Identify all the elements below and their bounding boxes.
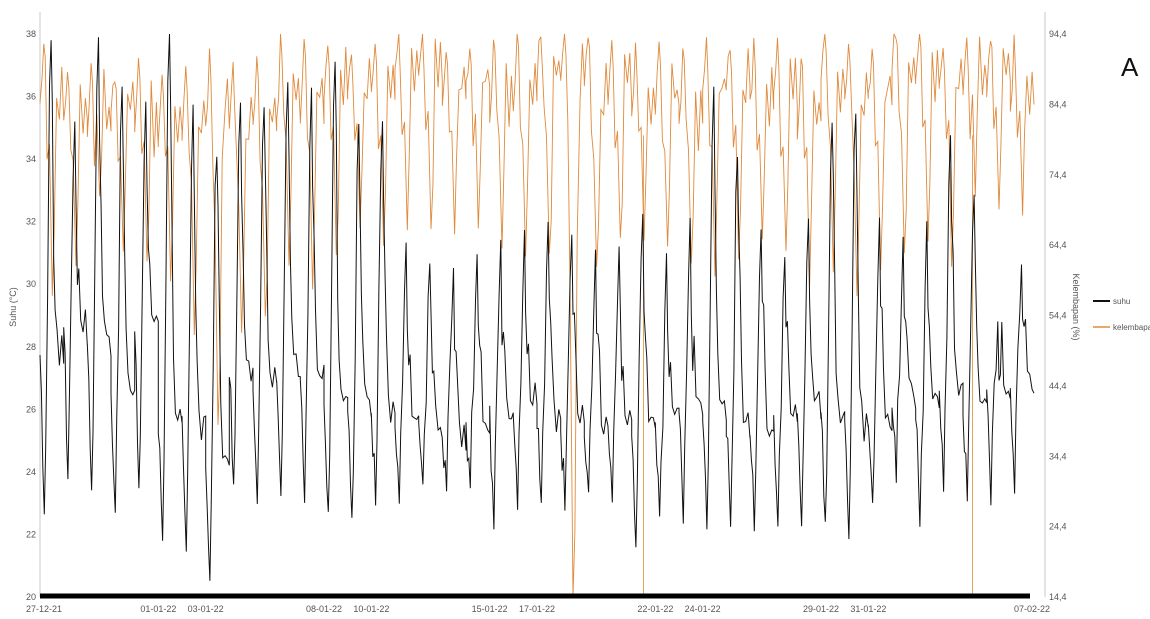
y-tick-label-right: 54,4 — [1049, 311, 1067, 321]
x-axis: 27-12-21 01-01-22 03-01-22 08-01-22 10-01-22… — [26, 593, 1050, 614]
y-tick-label-right: 74,4 — [1049, 170, 1067, 180]
x-tick-label: 15-01-22 — [472, 604, 508, 614]
y-tick-label-right: 34,4 — [1049, 451, 1067, 461]
y-tick-label-left: 28 — [26, 342, 36, 352]
x-tick-label: 01-01-22 — [140, 604, 176, 614]
y-tick-label-right: 14,4 — [1049, 592, 1067, 602]
x-tick-label: 22-01-22 — [637, 604, 673, 614]
y-tick-label-left: 30 — [26, 279, 36, 289]
x-tick-label: 24-01-22 — [685, 604, 721, 614]
y-axis-title-left: Suhu (°C) — [8, 287, 18, 327]
x-tick-label: 31-01-22 — [850, 604, 886, 614]
y-tick-label-left: 20 — [26, 592, 36, 602]
x-tick-label: 08-01-22 — [306, 604, 342, 614]
y-tick-label-left: 32 — [26, 217, 36, 227]
x-tick-label: 17-01-22 — [519, 604, 555, 614]
y-tick-label-right: 84,4 — [1049, 99, 1067, 109]
y-tick-label-left: 26 — [26, 404, 36, 414]
x-tick-label: 29-01-22 — [803, 604, 839, 614]
y-axis-title-right: Kelembapan (%) — [1071, 273, 1081, 340]
series-line-kelembapan — [39, 33, 1035, 598]
panel-label: A — [1121, 52, 1139, 82]
y-tick-label-left: 22 — [26, 529, 36, 539]
series-line-suhu — [39, 33, 1035, 581]
y-axis-left: 20 22 24 26 28 30 32 34 36 38 — [26, 12, 41, 602]
y-tick-label-left: 38 — [26, 29, 36, 39]
y-tick-label-left: 36 — [26, 92, 36, 102]
y-tick-label-left: 34 — [26, 154, 36, 164]
legend-label-suhu: suhu — [1113, 297, 1130, 306]
y-tick-label-right: 24,4 — [1049, 522, 1067, 532]
y-tick-label-left: 24 — [26, 467, 36, 477]
x-tick-label: 27-12-21 — [26, 604, 62, 614]
x-tick-label: 03-01-22 — [188, 604, 224, 614]
y-tick-label-right: 64,4 — [1049, 240, 1067, 250]
x-tick-label: 07-02-22 — [1014, 604, 1050, 614]
y-tick-label-right: 94,4 — [1049, 29, 1067, 39]
x-tick-label: 10-01-22 — [353, 604, 389, 614]
series-lines — [39, 33, 1035, 598]
legend: suhu kelembapan — [1093, 297, 1150, 332]
legend-label-kelembapan: kelembapan — [1113, 323, 1150, 332]
y-axis-right: 14,4 24,4 34,4 44,4 54,4 64,4 74,4 84,4 94,4 — [1044, 12, 1067, 602]
y-tick-label-right: 44,4 — [1049, 381, 1067, 391]
